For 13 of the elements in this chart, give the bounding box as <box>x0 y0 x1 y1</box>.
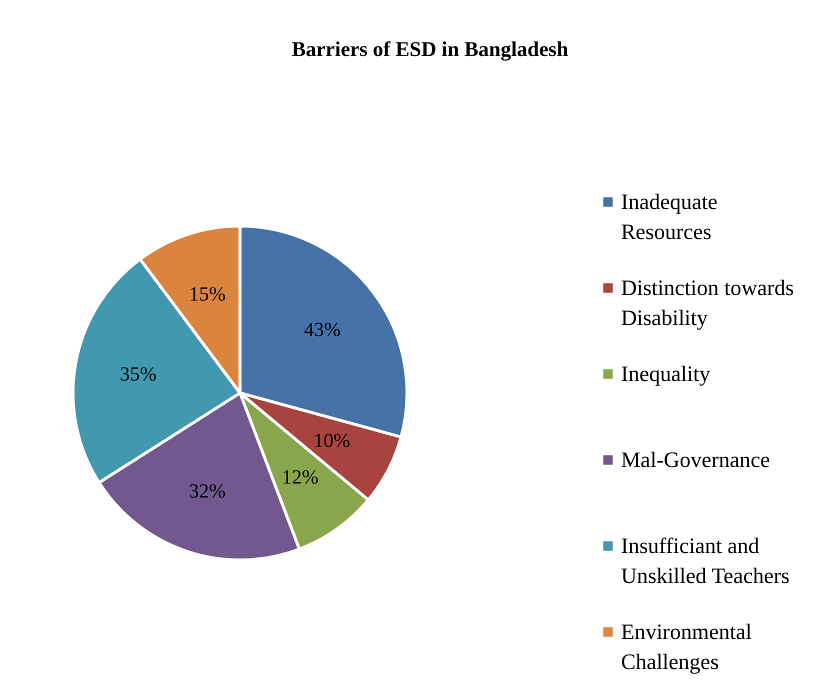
legend-label: Environmental Challenges <box>621 619 752 674</box>
chart-title: Barriers of ESD in Bangladesh <box>292 37 569 61</box>
legend-label: Distinction towards Disability <box>621 275 794 330</box>
data-label: 35% <box>120 363 156 386</box>
data-label: 10% <box>313 430 350 452</box>
data-label: 15% <box>189 284 226 306</box>
legend-label: Inadequate Resources <box>621 189 718 244</box>
legend-label: Mal-Governance <box>621 447 770 472</box>
legend-label: Inequality <box>621 361 710 386</box>
legend-label: Insufficiant and Unskilled Teachers <box>621 533 790 588</box>
data-label: 32% <box>189 480 226 502</box>
data-label: 43% <box>304 319 341 342</box>
data-label: 12% <box>282 466 318 488</box>
